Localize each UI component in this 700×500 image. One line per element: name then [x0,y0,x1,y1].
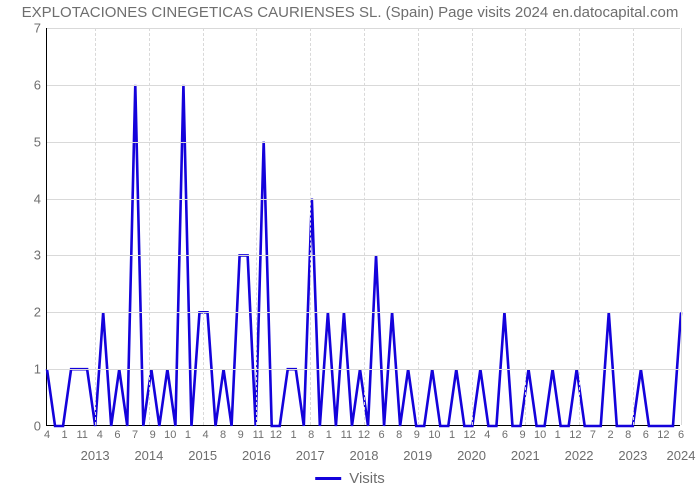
gridline-vertical [418,28,419,425]
x-tick-label: 12 [569,425,581,441]
x-tick-label: 1 [326,425,332,441]
x-tick-label: 1 [290,425,296,441]
x-tick-label: 1 [449,425,455,441]
x-tick-label: 7 [590,425,596,441]
x-tick-label: 1 [62,425,68,441]
chart-container: EXPLOTACIONES CINEGETICAS CAURIENSES SL.… [0,0,700,500]
y-tick-label: 1 [34,362,47,377]
x-tick-label: 9 [519,425,525,441]
x-year-label: 2015 [188,448,217,463]
x-tick-label: 11 [253,425,264,441]
x-tick-label: 6 [502,425,508,441]
gridline-vertical [256,28,257,425]
x-year-label: 2014 [134,448,163,463]
x-year-label: 2022 [565,448,594,463]
x-year-label: 2013 [81,448,110,463]
x-tick-label: 10 [164,425,176,441]
x-tick-label: 1 [555,425,561,441]
x-tick-label: 6 [678,425,684,441]
legend: Visits [315,470,385,487]
x-tick-label: 8 [396,425,402,441]
x-tick-label: 8 [625,425,631,441]
gridline-vertical [310,28,311,425]
x-tick-label: 8 [220,425,226,441]
gridline-vertical [149,28,150,425]
x-year-label: 2018 [350,448,379,463]
plot-area: 0123456720132014201520162017201820192020… [46,28,680,426]
x-tick-label: 6 [114,425,120,441]
y-tick-label: 7 [34,21,47,36]
y-tick-label: 4 [34,191,47,206]
x-tick-label: 12 [464,425,476,441]
x-tick-label: 12 [657,425,669,441]
x-tick-label: 9 [150,425,156,441]
gridline-vertical [203,28,204,425]
x-tick-label: 4 [202,425,208,441]
x-tick-label: 10 [534,425,546,441]
x-tick-label: 2 [607,425,613,441]
x-tick-label: 12 [270,425,282,441]
x-year-label: 2021 [511,448,540,463]
x-tick-label: 10 [428,425,440,441]
x-tick-label: 12 [358,425,370,441]
x-year-label: 2019 [403,448,432,463]
x-tick-label: 6 [643,425,649,441]
x-tick-label: 11 [341,425,352,441]
gridline-vertical [633,28,634,425]
gridline-vertical [681,28,682,425]
gridline-vertical [472,28,473,425]
y-tick-label: 5 [34,134,47,149]
x-tick-label: 9 [238,425,244,441]
x-year-label: 2024 [667,448,696,463]
y-tick-label: 2 [34,305,47,320]
legend-label: Visits [349,470,385,487]
x-year-label: 2017 [296,448,325,463]
x-tick-label: 4 [484,425,490,441]
chart-title: EXPLOTACIONES CINEGETICAS CAURIENSES SL.… [0,4,700,21]
x-year-label: 2016 [242,448,271,463]
x-tick-label: 1 [185,425,191,441]
gridline-vertical [525,28,526,425]
gridline-vertical [579,28,580,425]
x-year-label: 2023 [618,448,647,463]
x-year-label: 2020 [457,448,486,463]
gridline-vertical [95,28,96,425]
x-tick-label: 4 [97,425,103,441]
legend-swatch [315,477,341,480]
x-tick-label: 11 [77,425,88,441]
x-tick-label: 9 [414,425,420,441]
x-tick-label: 6 [379,425,385,441]
gridline-vertical [364,28,365,425]
y-tick-label: 6 [34,77,47,92]
x-tick-label: 7 [132,425,138,441]
x-tick-label: 4 [44,425,50,441]
y-tick-label: 3 [34,248,47,263]
x-tick-label: 8 [308,425,314,441]
